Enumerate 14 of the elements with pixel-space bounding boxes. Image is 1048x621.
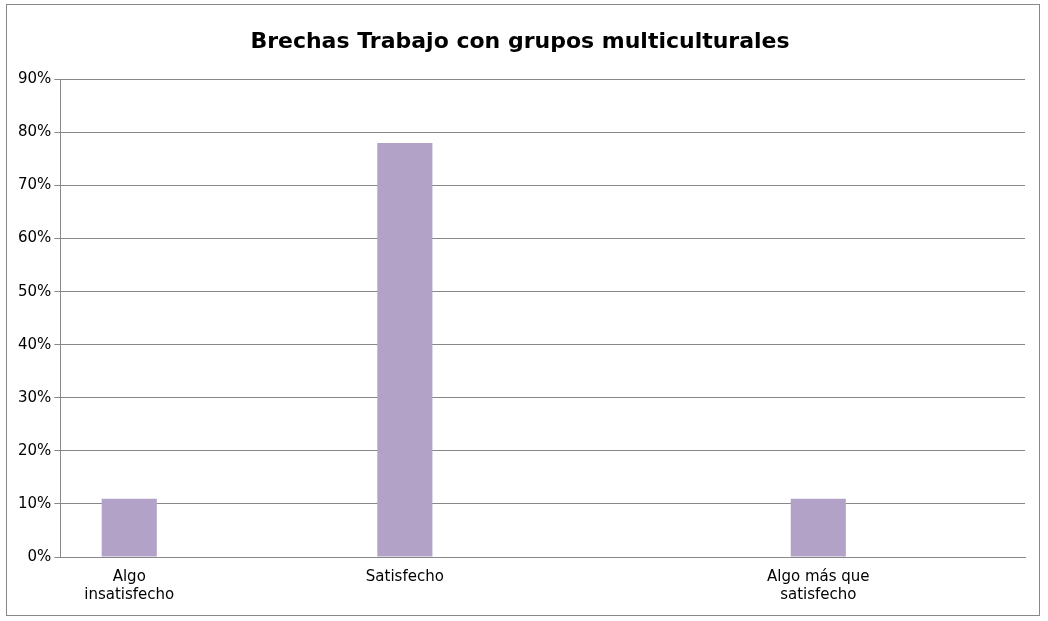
y-tick-label: 50% <box>18 281 52 300</box>
y-tick-label: 80% <box>18 122 52 141</box>
y-tick-label: 90% <box>18 69 52 88</box>
x-tick-label: Satisfecho <box>365 566 444 585</box>
y-tick-label: 70% <box>18 175 52 194</box>
y-tick-label: 60% <box>18 228 52 247</box>
y-tick-label: 0% <box>27 546 52 565</box>
y-tick-label: 40% <box>18 334 52 353</box>
y-tick-label: 10% <box>18 493 52 512</box>
y-tick-label: 20% <box>18 440 52 459</box>
chart-title: Brechas Trabajo con grupos multiculturales <box>250 27 790 53</box>
x-tick-label: Algo insatisfecho <box>84 566 175 603</box>
x-tick-label: Algo más que satisfecho <box>767 566 870 603</box>
y-tick-label: 30% <box>18 387 52 406</box>
